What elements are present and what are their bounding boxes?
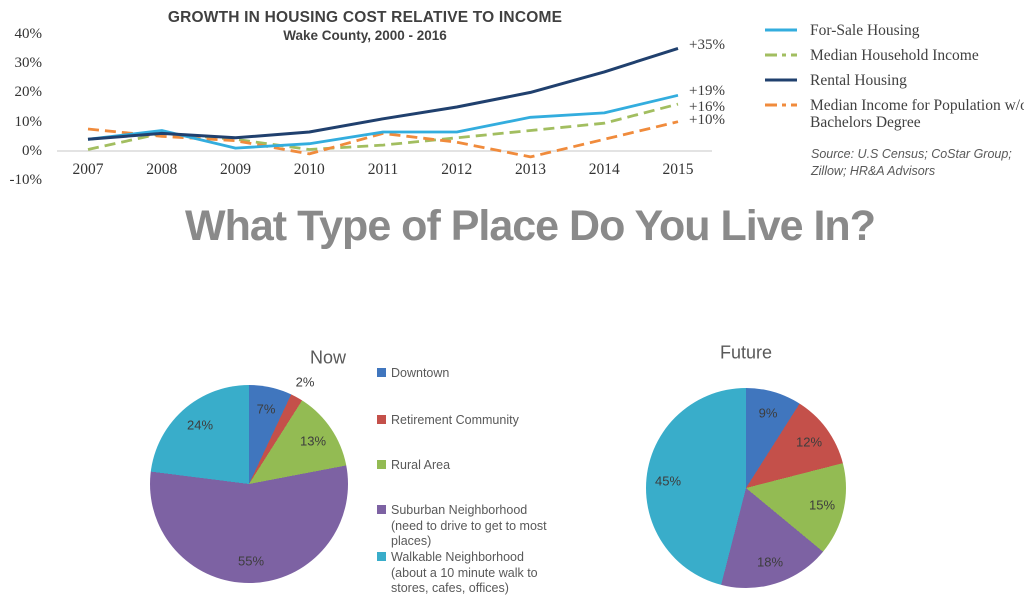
pie-slice-label-future-rural-area: 15% <box>808 497 836 513</box>
future-pie-chart <box>646 388 846 588</box>
line-chart-legend: For-Sale Housing Median Household Income R… <box>764 22 1024 131</box>
pie-legend-swatch <box>377 368 386 377</box>
pie-legend-label: Retirement Community <box>391 413 519 427</box>
x-tick-label: 2009 <box>220 161 251 178</box>
legend-item-rental-housing: Rental Housing <box>764 72 1024 89</box>
pie-legend-label: Suburban Neighborhood (need to drive to g… <box>391 503 547 549</box>
x-tick-label: 2014 <box>588 161 620 178</box>
y-tick-label: 20% <box>14 84 43 101</box>
pie-slice-label-future-downtown: 9% <box>758 405 778 421</box>
legend-item-for-sale-housing: For-Sale Housing <box>764 22 1024 39</box>
pie-legend-item-downtown: Downtown <box>377 366 549 382</box>
slide-title: What Type of Place Do You Live In? <box>185 202 876 250</box>
housing-cost-chart: GROWTH IN HOUSING COST RELATIVE TO INCOM… <box>0 0 1024 200</box>
chart-subtitle: Wake County, 2000 - 2016 <box>283 28 447 43</box>
legend-item-label: Rental Housing <box>810 72 907 89</box>
legend-line-swatch <box>765 53 797 57</box>
y-tick-label: 40% <box>14 25 43 42</box>
x-tick-label: 2008 <box>146 161 178 178</box>
pie-slice-label-now-walkable-neighborhood: 24% <box>186 417 214 433</box>
x-tick-label: 2011 <box>367 161 399 178</box>
pie-legend-item-retirement-community: Retirement Community <box>377 413 549 429</box>
pie-slice-label-now-suburban-neighborhood: 55% <box>237 553 265 569</box>
end-label-rental-housing: +35% <box>689 37 725 54</box>
y-tick-label: 0% <box>22 143 42 159</box>
pie-legend-label: Walkable Neighborhood (about a 10 minute … <box>391 550 538 596</box>
now-pie-title: Now <box>309 347 347 368</box>
legend-item-label: Median Income for Population w/o Bachelo… <box>810 97 1024 131</box>
x-tick-label: 2013 <box>515 161 546 178</box>
legend-line-swatch <box>765 28 797 32</box>
pie-legend-swatch <box>377 415 386 424</box>
y-tick-label: 30% <box>14 55 43 72</box>
now-pie-chart <box>150 385 348 583</box>
x-tick-label: 2007 <box>72 161 104 178</box>
pie-slice-label-now-downtown: 7% <box>256 401 276 417</box>
future-pie-title: Future <box>719 342 773 363</box>
y-tick-label: -10% <box>9 172 43 189</box>
legend-item-label: For-Sale Housing <box>810 22 920 39</box>
y-tick-label: 10% <box>14 113 43 130</box>
legend-line-swatch <box>765 78 797 82</box>
pie-legend-label: Downtown <box>391 366 450 380</box>
pie-slice-label-now-retirement-community: 2% <box>295 374 315 390</box>
pie-legend-label: Rural Area <box>391 458 451 472</box>
pie-slice-label-future-walkable-neighborhood: 45% <box>654 473 682 489</box>
legend-line-swatch <box>765 103 797 107</box>
series-line-median-household-income <box>87 102 679 151</box>
pie-legend-item-walkable-neighborhood: Walkable Neighborhood (about a 10 minute … <box>377 550 549 597</box>
end-label-median-household-income: +16% <box>689 99 725 116</box>
legend-item-label: Median Household Income <box>810 47 979 64</box>
x-tick-label: 2015 <box>662 161 694 178</box>
pie-legend-item-rural-area: Rural Area <box>377 458 549 474</box>
pie-legend-swatch <box>377 460 386 469</box>
end-label-median-income-for-population-w-o-bachelors-degree: +10% <box>689 111 725 128</box>
chart-title-block: GROWTH IN HOUSING COST RELATIVE TO INCOM… <box>150 9 580 43</box>
x-tick-label: 2012 <box>441 161 473 178</box>
line-chart-plot <box>57 46 712 159</box>
pie-legend-swatch <box>377 552 386 561</box>
legend-item-median-household-income: Median Household Income <box>764 47 1024 64</box>
end-label-for-sale-housing: +19% <box>689 83 725 100</box>
legend-item-median-income-for-population-w-o-bachelors-degree: Median Income for Population w/o Bachelo… <box>764 97 1024 131</box>
chart-title: GROWTH IN HOUSING COST RELATIVE TO INCOM… <box>167 9 563 26</box>
x-tick-label: 2010 <box>293 161 325 178</box>
pie-slice-label-future-suburban-neighborhood: 18% <box>756 554 784 570</box>
source-note: Source: U.S Census; CoStar Group; Zillow… <box>811 147 1012 178</box>
series-line-rental-housing <box>87 46 679 141</box>
pie-legend-item-suburban-neighborhood: Suburban Neighborhood (need to drive to g… <box>377 503 549 550</box>
pie-slice-label-future-retirement-community: 12% <box>795 434 823 450</box>
pie-slice-label-now-rural-area: 13% <box>299 433 327 449</box>
pie-legend-swatch <box>377 505 386 514</box>
